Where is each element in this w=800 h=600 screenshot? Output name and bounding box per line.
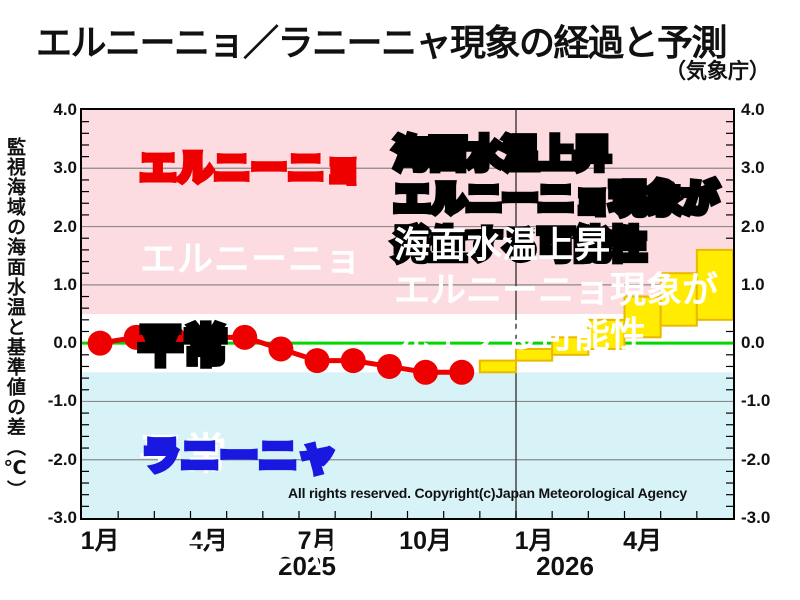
forecast-annotation: 海面水温上昇 エルニーニョ現象が 発生する可能性 海面水温上昇 エルニーニョ現象… <box>390 129 721 358</box>
y-tick-label-right: 4.0 <box>741 100 765 119</box>
zone-label-elnino-outline: エルニーニョ <box>137 144 364 191</box>
observed-point <box>268 336 294 362</box>
zone-label-lanina-outline: ラニーニャ <box>139 433 339 481</box>
x-month-label: 1月 <box>514 527 554 555</box>
forecast-range-box <box>623 295 662 339</box>
x-year-label: 2025 <box>278 551 336 581</box>
x-month-label: 7月 <box>297 527 337 555</box>
source-attribution: （気象庁） <box>665 60 770 83</box>
lanina-zone-band <box>82 372 733 518</box>
y-tick-label-right: -1.0 <box>741 391 771 411</box>
y-tick-label-left: 0.0 <box>53 333 77 353</box>
elnino-zone-band <box>82 110 733 314</box>
forecast-annotation-text: 海面水温上昇 エルニーニョ現象が 発生する可能性 <box>394 223 719 356</box>
y-tick-label-left: -3.0 <box>47 508 77 527</box>
y-tick-label-left: 1.0 <box>53 274 77 294</box>
zone-label-lanina: ラニーニャ ラニーニャ <box>139 433 339 578</box>
x-month-label: 4月 <box>623 527 663 555</box>
y-tick-label-left: 2.0 <box>53 216 77 236</box>
zone-label-lanina-text: ラニーニャ <box>142 531 338 574</box>
x-month-label: 1月 <box>80 527 120 555</box>
x-year-label: 2026 <box>536 551 594 581</box>
zone-label-normal-outline: 平常 <box>136 319 231 374</box>
observed-point <box>376 353 402 379</box>
forecast-range-box <box>659 272 698 327</box>
y-tick-label-right: 3.0 <box>741 158 765 178</box>
y-tick-label-left: -2.0 <box>47 449 77 469</box>
observed-point <box>232 324 258 350</box>
zone-label-elnino-text: エルニーニョ <box>140 237 363 279</box>
plot-area <box>80 108 735 520</box>
observed-point <box>87 330 113 356</box>
y-tick-label-right: -2.0 <box>741 449 771 469</box>
observed-point <box>159 324 185 350</box>
y-axis-title: 監視海域の海面水温と基準値の差（℃） <box>4 137 25 500</box>
observed-point <box>449 359 475 385</box>
forecast-range-box <box>478 359 518 374</box>
observed-point <box>196 324 222 350</box>
plot-graphics <box>82 110 733 518</box>
y-tick-label-right: 2.0 <box>741 216 765 236</box>
y-tick-label-right: -3.0 <box>741 508 771 527</box>
y-tick-label-right: 0.0 <box>741 333 765 353</box>
observed-point <box>123 324 149 350</box>
x-month-label: 10月 <box>399 527 452 555</box>
zone-label-normal-text: 平常 <box>139 431 229 480</box>
copyright-notice: All rights reserved. Copyright(c)Japan M… <box>288 485 688 501</box>
page-title: エルニーニョ／ラニーニャ現象の経過と予測 <box>36 22 728 63</box>
y-tick-label-right: 1.0 <box>741 274 765 294</box>
observed-point <box>340 348 366 374</box>
observed-point <box>304 348 330 374</box>
y-tick-label-left: 3.0 <box>53 158 77 178</box>
zone-label-normal: 平常 平常 <box>136 319 231 483</box>
y-tick-label-left: 4.0 <box>53 100 77 119</box>
observed-point <box>413 359 439 385</box>
y-tick-label-left: -1.0 <box>47 391 77 411</box>
x-month-label: 4月 <box>189 527 229 555</box>
forecast-annotation-outline: 海面水温上昇 エルニーニョ現象が 発生する可能性 <box>390 129 721 268</box>
zone-label-elnino: エルニーニョ エルニーニョ <box>137 144 364 281</box>
